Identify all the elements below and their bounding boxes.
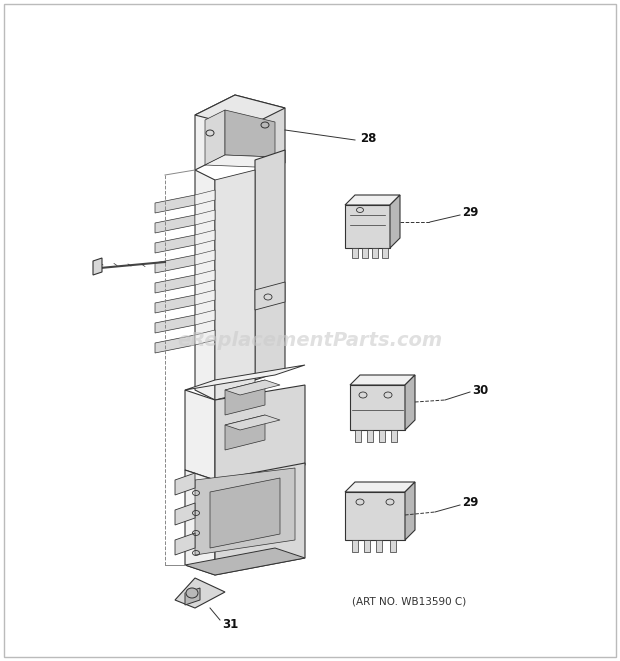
Ellipse shape (186, 588, 198, 598)
Polygon shape (225, 380, 280, 395)
Polygon shape (235, 95, 285, 163)
Polygon shape (93, 258, 102, 275)
Polygon shape (405, 375, 415, 430)
Polygon shape (185, 548, 305, 575)
Polygon shape (225, 380, 265, 415)
Polygon shape (350, 385, 405, 430)
Polygon shape (185, 470, 215, 575)
Polygon shape (355, 430, 361, 442)
Text: eReplacementParts.com: eReplacementParts.com (177, 330, 443, 350)
Text: 28: 28 (360, 132, 376, 145)
Polygon shape (352, 248, 358, 258)
Text: 30: 30 (472, 383, 489, 397)
Polygon shape (195, 210, 215, 225)
Polygon shape (205, 155, 275, 167)
Polygon shape (195, 230, 215, 245)
Text: (ART NO. WB13590 C): (ART NO. WB13590 C) (352, 596, 466, 607)
Polygon shape (175, 533, 195, 555)
Polygon shape (382, 248, 388, 258)
Polygon shape (175, 503, 195, 525)
Polygon shape (367, 430, 373, 442)
Polygon shape (195, 170, 215, 400)
Polygon shape (195, 290, 215, 305)
Polygon shape (155, 295, 195, 313)
Polygon shape (155, 315, 195, 333)
Polygon shape (364, 540, 370, 552)
Polygon shape (175, 473, 195, 495)
Polygon shape (155, 275, 195, 293)
Polygon shape (390, 540, 396, 552)
Polygon shape (352, 540, 358, 552)
Polygon shape (362, 248, 368, 258)
Polygon shape (215, 463, 305, 575)
Polygon shape (195, 310, 215, 325)
Polygon shape (205, 110, 225, 165)
Polygon shape (391, 430, 397, 442)
Polygon shape (345, 195, 400, 205)
Polygon shape (195, 250, 215, 265)
Polygon shape (195, 468, 295, 555)
Polygon shape (155, 235, 195, 253)
Polygon shape (155, 215, 195, 233)
Polygon shape (215, 170, 255, 400)
Polygon shape (225, 110, 275, 157)
Polygon shape (345, 492, 405, 540)
Polygon shape (372, 248, 378, 258)
Text: 29: 29 (462, 206, 479, 219)
Polygon shape (255, 150, 285, 380)
Polygon shape (185, 365, 305, 390)
Polygon shape (255, 282, 285, 310)
Polygon shape (185, 588, 200, 605)
Polygon shape (185, 390, 215, 480)
Polygon shape (405, 482, 415, 540)
Polygon shape (210, 478, 280, 548)
Polygon shape (345, 482, 415, 492)
Polygon shape (350, 375, 415, 385)
Polygon shape (195, 330, 215, 345)
Polygon shape (376, 540, 382, 552)
Polygon shape (175, 578, 225, 608)
Polygon shape (155, 195, 195, 213)
Polygon shape (155, 255, 195, 273)
Polygon shape (379, 430, 385, 442)
Polygon shape (195, 95, 285, 128)
Polygon shape (195, 95, 235, 170)
Polygon shape (195, 270, 215, 285)
Text: 29: 29 (462, 496, 479, 510)
Polygon shape (345, 205, 390, 248)
Polygon shape (390, 195, 400, 248)
Polygon shape (225, 415, 280, 430)
Polygon shape (215, 385, 305, 480)
Polygon shape (155, 335, 195, 353)
Polygon shape (195, 190, 215, 205)
Text: 31: 31 (222, 617, 238, 631)
Polygon shape (225, 415, 265, 450)
